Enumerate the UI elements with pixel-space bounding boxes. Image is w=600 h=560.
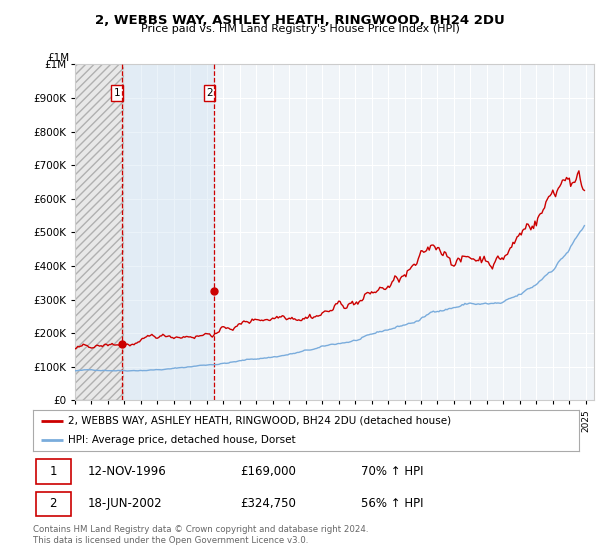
Text: Contains HM Land Registry data © Crown copyright and database right 2024.
This d: Contains HM Land Registry data © Crown c…: [33, 525, 368, 545]
Text: 18-JUN-2002: 18-JUN-2002: [88, 497, 162, 511]
Text: 2, WEBBS WAY, ASHLEY HEATH, RINGWOOD, BH24 2DU: 2, WEBBS WAY, ASHLEY HEATH, RINGWOOD, BH…: [95, 14, 505, 27]
Text: £324,750: £324,750: [241, 497, 296, 511]
Text: 2: 2: [206, 88, 213, 98]
Text: £169,000: £169,000: [241, 465, 296, 478]
Text: 56% ↑ HPI: 56% ↑ HPI: [361, 497, 423, 511]
FancyBboxPatch shape: [36, 492, 71, 516]
Text: 1: 1: [114, 88, 121, 98]
Text: 70% ↑ HPI: 70% ↑ HPI: [361, 465, 423, 478]
FancyBboxPatch shape: [36, 459, 71, 484]
Text: £1M: £1M: [47, 53, 70, 63]
Text: 2, WEBBS WAY, ASHLEY HEATH, RINGWOOD, BH24 2DU (detached house): 2, WEBBS WAY, ASHLEY HEATH, RINGWOOD, BH…: [68, 416, 452, 426]
Bar: [124, 64, 215, 400]
Text: 12-NOV-1996: 12-NOV-1996: [88, 465, 166, 478]
Text: Price paid vs. HM Land Registry's House Price Index (HPI): Price paid vs. HM Land Registry's House …: [140, 24, 460, 34]
Text: 1: 1: [49, 465, 57, 478]
Bar: [75, 64, 124, 400]
Text: 2: 2: [49, 497, 57, 511]
Text: HPI: Average price, detached house, Dorset: HPI: Average price, detached house, Dors…: [68, 435, 296, 445]
